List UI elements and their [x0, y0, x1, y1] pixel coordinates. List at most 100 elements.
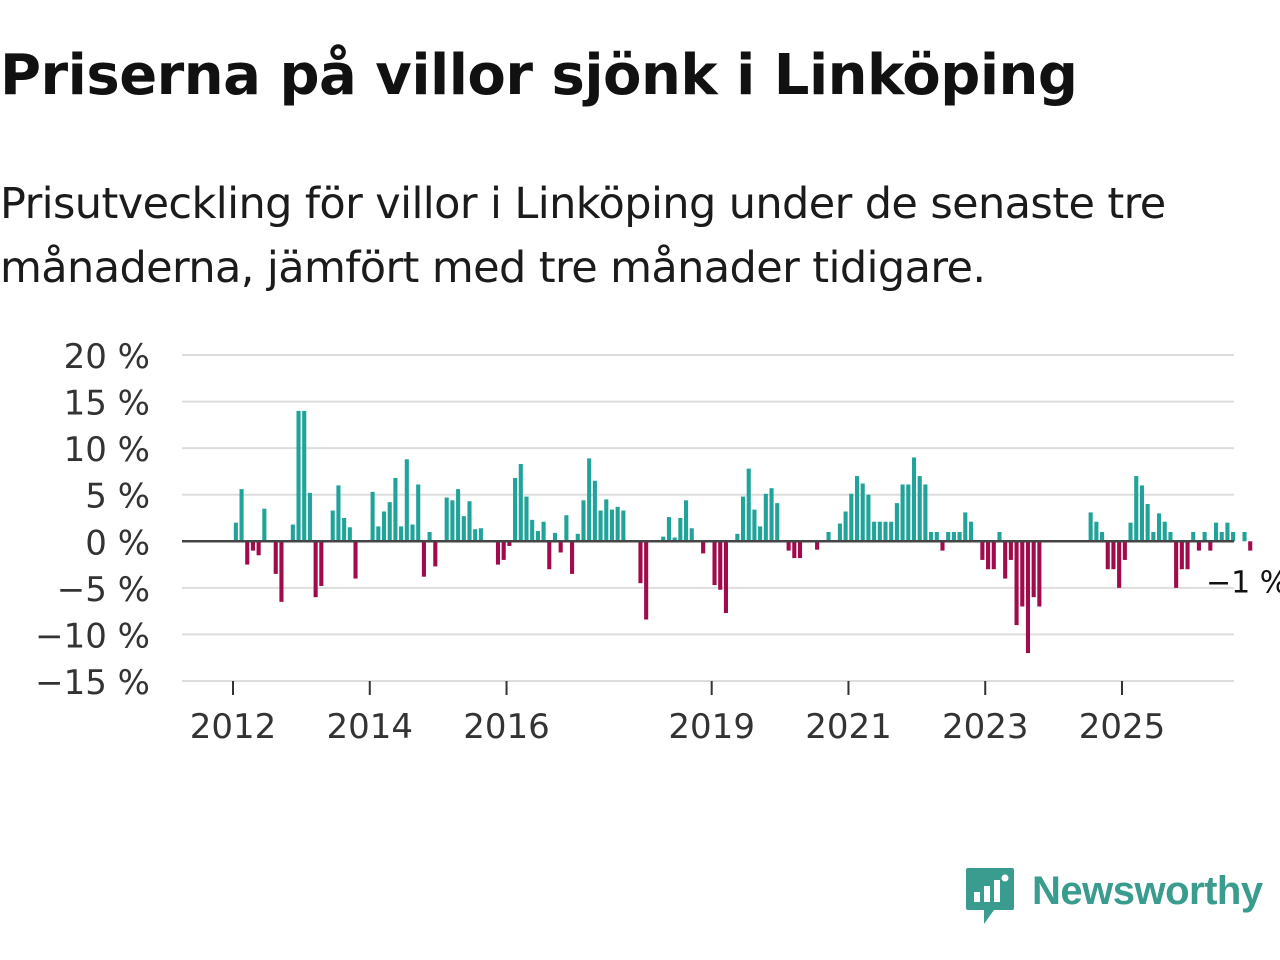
bar	[1162, 521, 1167, 542]
bar	[837, 523, 842, 542]
bar	[302, 410, 307, 542]
bar	[826, 531, 831, 542]
bar	[940, 541, 945, 551]
bar	[587, 458, 592, 542]
bar	[570, 541, 575, 574]
bar	[399, 526, 404, 542]
bar	[1020, 541, 1025, 607]
bar	[467, 501, 472, 542]
bar	[900, 484, 905, 542]
bar	[1100, 531, 1105, 542]
bar	[1202, 531, 1207, 542]
bar	[495, 541, 501, 565]
bar	[393, 477, 398, 542]
bar	[980, 541, 985, 560]
bar	[307, 492, 312, 542]
last-value-label: −1 %	[1206, 566, 1280, 601]
bar	[547, 541, 552, 570]
bar	[854, 476, 860, 542]
bar	[427, 531, 432, 542]
bar	[604, 499, 609, 542]
axis-layer	[182, 540, 1234, 695]
bar	[769, 488, 774, 542]
bar	[740, 496, 746, 542]
bar	[991, 541, 996, 570]
bar	[986, 541, 991, 570]
bar	[256, 541, 261, 556]
bar	[376, 526, 381, 542]
bar	[609, 509, 615, 542]
bar	[319, 541, 324, 586]
bar	[1105, 541, 1110, 570]
bar	[946, 531, 951, 542]
chart-subtitle: Prisutveckling för villor i Linköping un…	[0, 179, 1166, 293]
bar	[416, 484, 421, 542]
bar	[1219, 531, 1224, 542]
bar	[1014, 541, 1019, 626]
y-tick-label: −5 %	[57, 570, 150, 610]
bar	[712, 541, 717, 586]
bar	[353, 541, 358, 579]
bar	[718, 541, 723, 590]
bar	[929, 531, 934, 542]
bar	[1134, 476, 1139, 542]
bar	[313, 541, 318, 598]
bar	[290, 524, 295, 542]
bar	[758, 526, 763, 542]
bar	[866, 494, 871, 542]
bar	[410, 524, 415, 542]
bar	[245, 541, 250, 565]
y-tick-label: 20 %	[64, 337, 150, 377]
bar	[906, 484, 911, 542]
bar	[575, 533, 580, 542]
bar	[478, 528, 483, 542]
bar	[775, 503, 780, 542]
bar	[381, 511, 387, 542]
bar	[1185, 541, 1190, 570]
bar	[684, 500, 689, 542]
brand-name: Newsworthy	[1032, 869, 1263, 913]
bar	[689, 528, 694, 542]
bar	[872, 521, 877, 542]
bar-layer	[233, 410, 1253, 654]
newsworthy-brand[interactable]: Newsworthy	[964, 866, 1280, 930]
bar	[1145, 504, 1150, 542]
bar	[524, 496, 529, 542]
bar	[296, 410, 301, 542]
bar	[877, 521, 882, 542]
bar	[239, 489, 244, 542]
y-tick-label: 15 %	[64, 384, 150, 424]
bar	[792, 541, 797, 559]
bar	[1139, 485, 1144, 542]
bar	[1174, 541, 1179, 588]
bar	[461, 516, 466, 542]
bar	[552, 532, 558, 542]
bar	[644, 541, 649, 620]
bar	[957, 531, 962, 542]
bar	[535, 531, 540, 542]
bar	[1168, 531, 1173, 542]
bar	[615, 506, 620, 542]
bar	[746, 468, 751, 542]
bar	[1111, 541, 1116, 570]
bar	[968, 521, 974, 542]
bar	[889, 521, 894, 542]
bar	[1156, 513, 1162, 542]
bar	[370, 491, 375, 542]
bar	[598, 510, 603, 542]
bar	[433, 541, 438, 567]
bar	[1248, 541, 1253, 551]
x-tick-label: 2025	[1079, 707, 1166, 747]
bar	[250, 541, 255, 551]
bar	[233, 522, 238, 542]
bar	[963, 512, 968, 542]
bar	[883, 521, 888, 542]
bar	[450, 500, 455, 542]
bar	[934, 531, 939, 542]
bar	[849, 493, 854, 542]
bar	[1242, 531, 1247, 542]
bar	[1122, 541, 1127, 560]
bar	[279, 541, 284, 602]
bar	[541, 521, 546, 542]
bar	[621, 510, 626, 542]
